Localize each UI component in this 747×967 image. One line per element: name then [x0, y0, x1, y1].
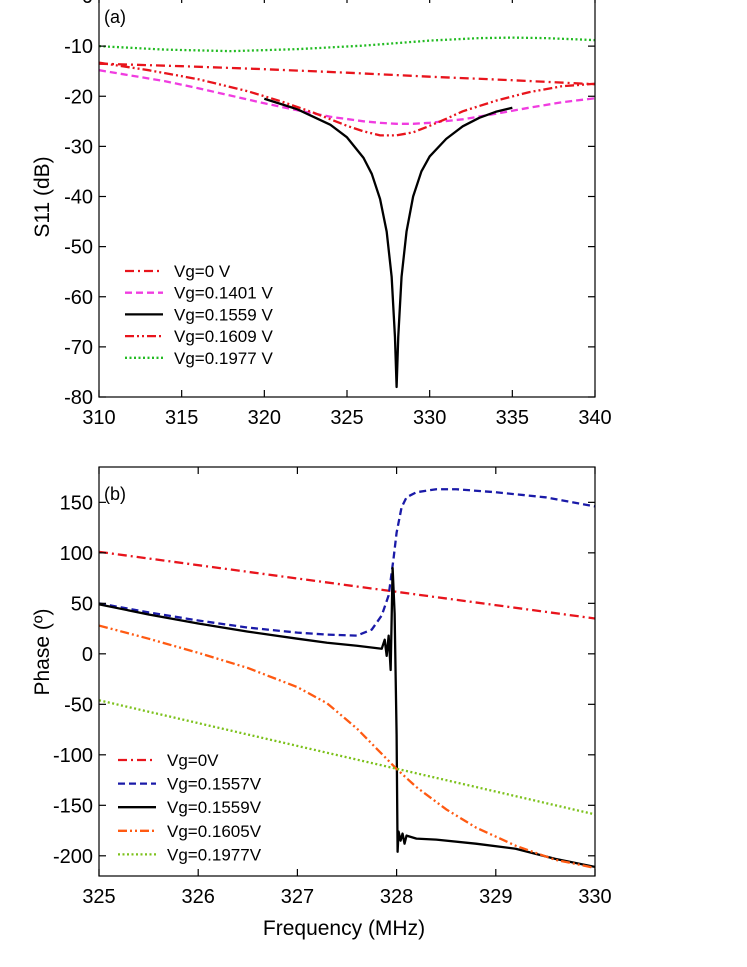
- legend-label: Vg=0.1557V: [167, 775, 262, 794]
- x-tick-label: 310: [82, 407, 115, 429]
- x-tick-label: 340: [578, 407, 611, 429]
- y-tick-label: 150: [60, 492, 93, 514]
- legend-label: Vg=0.1977V: [167, 845, 262, 864]
- x-tick-label: 335: [496, 407, 529, 429]
- legend-label: Vg=0V: [167, 751, 219, 770]
- chart-a-panel-label: (a): [104, 7, 126, 27]
- x-tick-label: 330: [578, 886, 611, 908]
- chart-b: 325 326 327 328 329 330 150 100 50 0 -50 -100 -150 -…: [31, 466, 612, 940]
- y-tick-label: -40: [64, 187, 93, 209]
- x-tick-label: 329: [479, 886, 512, 908]
- legend-label: Vg=0.1401 V: [174, 284, 273, 303]
- series-line-5: [99, 699, 595, 816]
- y-tick-label: -70: [64, 337, 93, 359]
- series-line-1: [99, 550, 595, 620]
- y-tick-label: -150: [53, 795, 93, 817]
- y-tick-label: 100: [60, 543, 93, 565]
- series-line-5: [99, 36, 595, 53]
- y-tick-label: -50: [64, 237, 93, 259]
- chart-b-x-axis: 325 326 327 328 329 330: [82, 467, 612, 908]
- legend-label: Vg=0.1977 V: [174, 349, 273, 368]
- chart-b-x-label: Frequency (MHz): [263, 917, 425, 940]
- y-tick-label: -100: [53, 745, 93, 767]
- y-tick-label: 0: [82, 0, 93, 8]
- y-tick-label: -30: [64, 136, 93, 158]
- legend-label: Vg=0 V: [174, 262, 231, 281]
- legend-label: Vg=0.1605V: [167, 822, 262, 841]
- y-tick-label: -50: [64, 694, 93, 716]
- chart-b-frame: [98, 466, 596, 877]
- series-line-4: [99, 624, 595, 870]
- legend-label: Vg=0.1609 V: [174, 327, 273, 346]
- x-tick-label: 328: [380, 886, 413, 908]
- chart-b-series: [99, 488, 595, 870]
- x-tick-label: 320: [248, 407, 281, 429]
- y-tick-label: 50: [71, 593, 93, 615]
- y-tick-label: -10: [64, 36, 93, 58]
- series-line-3: [99, 566, 595, 869]
- legend-label: Vg=0.1559V: [167, 798, 262, 817]
- chart-a-y-label: S11 (dB): [31, 156, 54, 237]
- x-tick-label: 327: [281, 886, 314, 908]
- x-tick-label: 315: [165, 407, 198, 429]
- series-line-2: [99, 69, 595, 125]
- series-line-3: [263, 97, 513, 389]
- y-tick-label: -20: [64, 86, 93, 108]
- x-tick-label: 326: [182, 886, 215, 908]
- series-line-4: [99, 61, 595, 137]
- chart-a-y-axis: 0 -10 -20 -30 -40 -50 -60 -70 -80: [64, 0, 595, 409]
- y-tick-label: -60: [64, 287, 93, 309]
- chart-b-legend: Vg=0V Vg=0.1557V Vg=0.1559V Vg=0.1605V Vg=0.…: [118, 751, 262, 864]
- y-tick-label: -80: [64, 387, 93, 409]
- chart-b-panel-label: (b): [104, 484, 126, 504]
- y-tick-label: 0: [82, 644, 93, 666]
- chart-a-series: [99, 36, 595, 389]
- x-tick-label: 330: [413, 407, 446, 429]
- legend-label: Vg=0.1559 V: [174, 305, 273, 324]
- chart-a-legend: Vg=0 V Vg=0.1401 V Vg=0.1559 V Vg=0.1609 V V…: [125, 262, 273, 368]
- series-line-1: [99, 62, 595, 86]
- x-tick-label: 325: [82, 886, 115, 908]
- chart-b-y-label: Phase (º): [31, 608, 54, 695]
- chart-b-y-axis: 150 100 50 0 -50 -100 -150 -200: [53, 492, 595, 868]
- series-line-2: [99, 488, 595, 637]
- chart-a: 310 315 320 325 330 335 340 0 -10 -20 -30 -40 -50 -6…: [31, 0, 612, 429]
- y-tick-label: -200: [53, 846, 93, 868]
- x-tick-label: 325: [330, 407, 363, 429]
- chart-a-x-axis: 310 315 320 325 330 335 340: [82, 0, 612, 429]
